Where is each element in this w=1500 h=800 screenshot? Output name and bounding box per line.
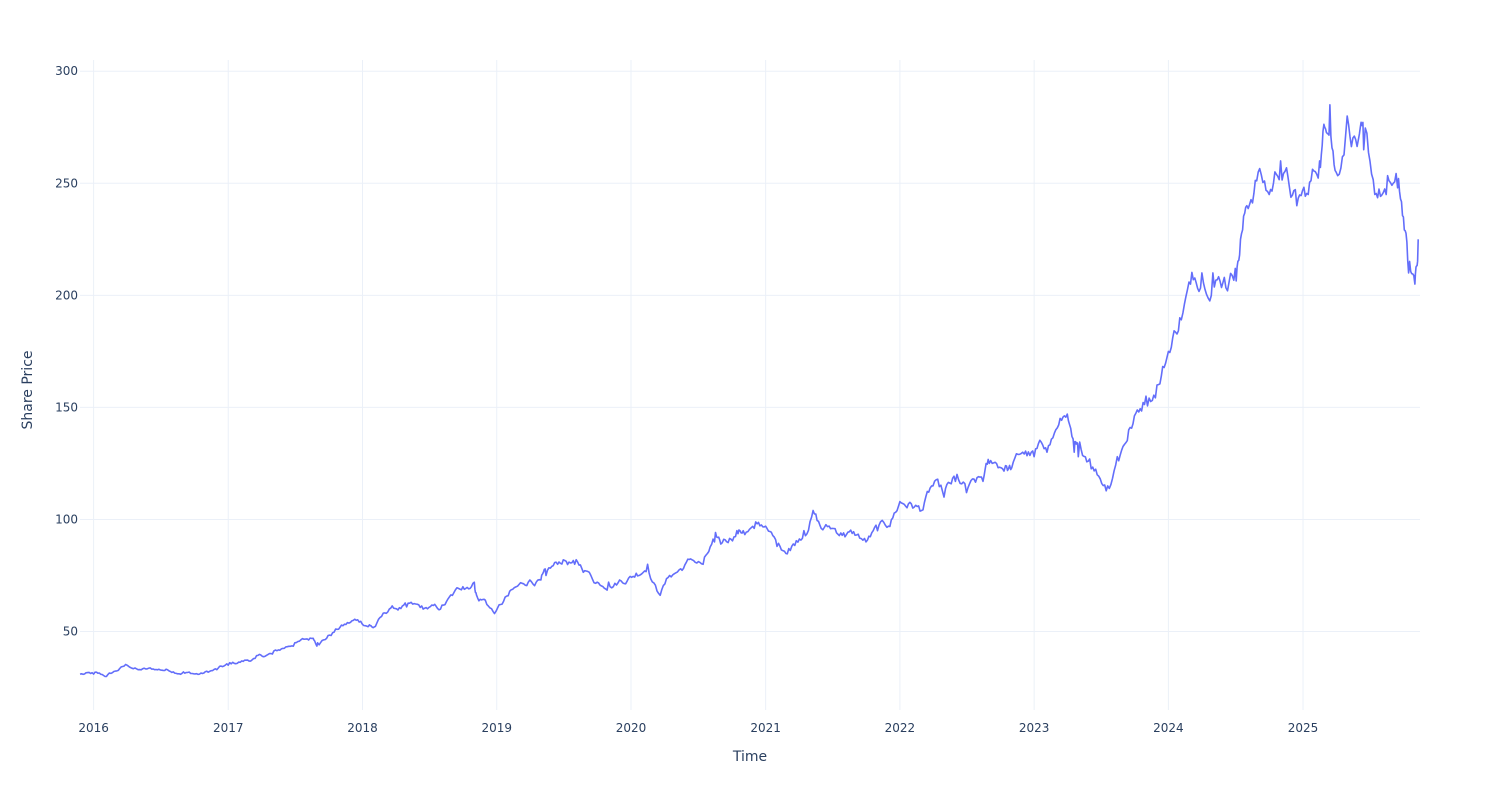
x-tick-label: 2018 (347, 721, 378, 735)
x-axis-title: Time (732, 749, 767, 765)
y-gridlines (80, 70, 1420, 633)
y-axis-title: Share Price (20, 350, 36, 429)
x-tick-label: 2022 (885, 721, 916, 735)
x-tick-label: 2019 (481, 721, 512, 735)
series-group (79, 104, 1419, 678)
x-tick-label: 2025 (1288, 721, 1319, 735)
x-gridlines (93, 60, 1304, 710)
x-tick-label: 2017 (213, 721, 244, 735)
y-tick-label: 250 (55, 176, 78, 190)
series-line (79, 104, 1419, 678)
x-tick-label: 2024 (1153, 721, 1184, 735)
y-tick-label: 200 (55, 288, 78, 302)
y-tick-label: 300 (55, 64, 78, 78)
x-tick-label: 2021 (750, 721, 781, 735)
y-tick-label: 50 (63, 625, 78, 639)
y-tick-label: 100 (55, 512, 78, 526)
x-tick-labels: 2016 2017 2018 2019 2020 2021 2022 2023 2024 2025 (78, 721, 1318, 735)
x-tick-label: 2023 (1019, 721, 1050, 735)
x-tick-label: 2016 (78, 721, 109, 735)
y-tick-label: 150 (55, 400, 78, 414)
y-tick-labels: 50 100 150 200 250 300 (55, 64, 78, 638)
plot-background (80, 60, 1420, 710)
x-tick-label: 2020 (616, 721, 647, 735)
